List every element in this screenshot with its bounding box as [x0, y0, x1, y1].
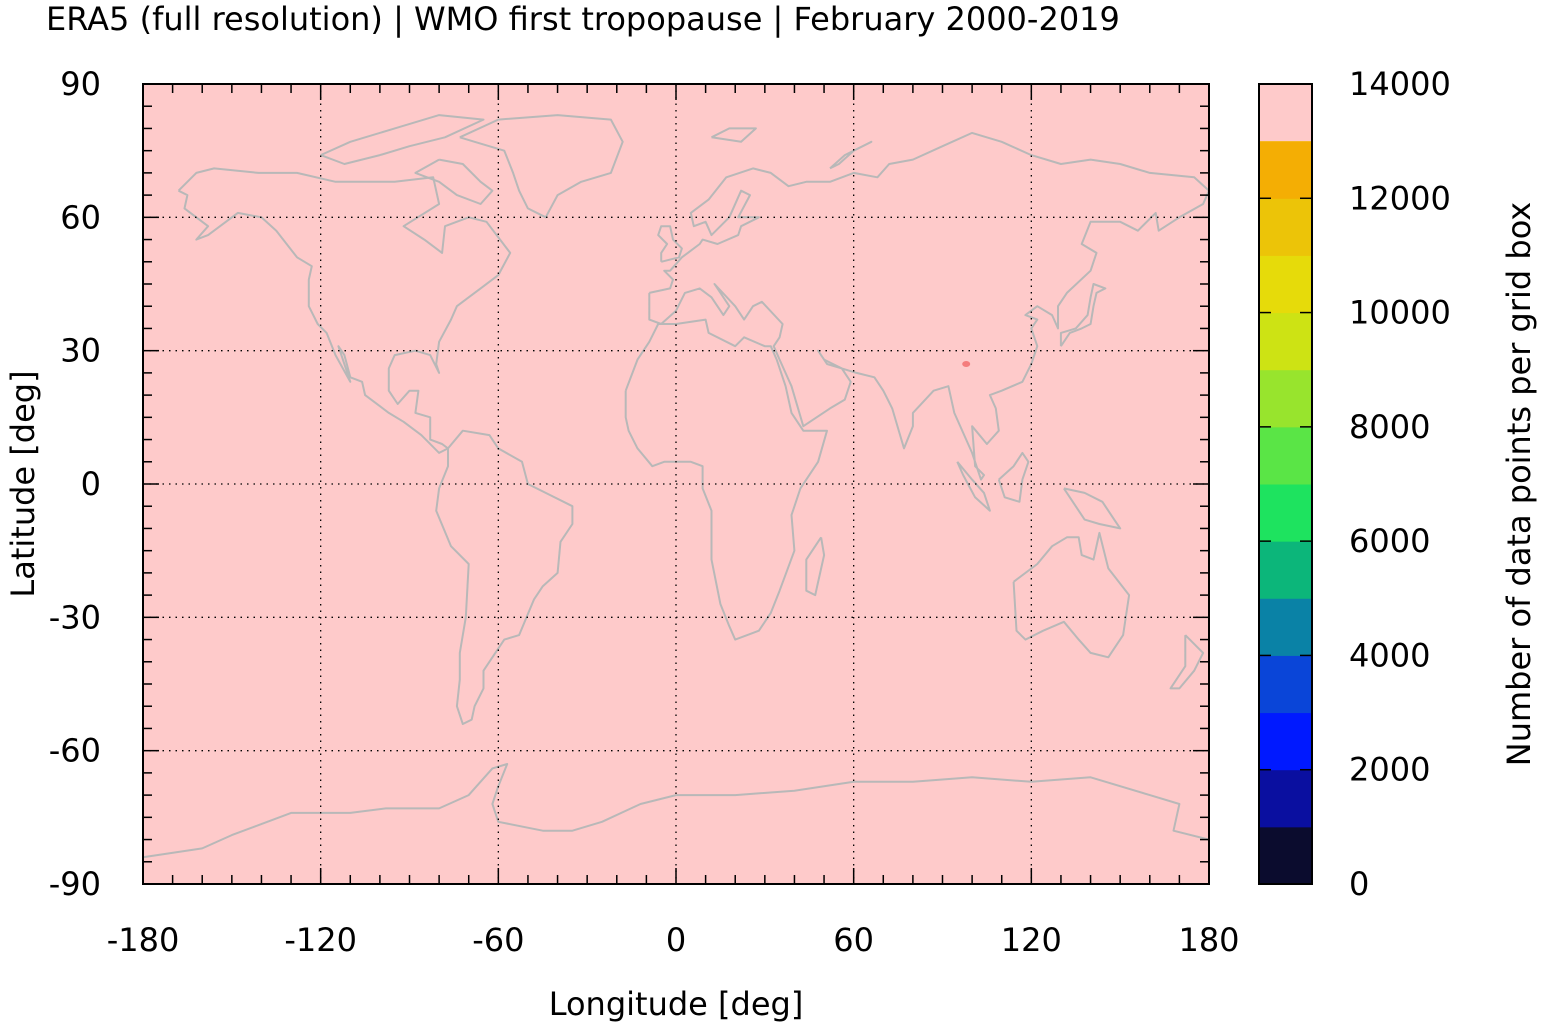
- colorbar-segment: [1259, 312, 1312, 371]
- y-tick-label: 90: [60, 65, 101, 103]
- colorbar-segment: [1259, 655, 1312, 714]
- coastline-eurasia: [648, 131, 1210, 481]
- plot-frame: [142, 83, 1210, 885]
- colorbar-segment: [1259, 369, 1312, 428]
- coastline-new-zealand: [1169, 634, 1205, 690]
- x-tick-label: -120: [284, 921, 357, 959]
- y-tick-label: 30: [60, 332, 101, 370]
- colorbar-tick-label: 8000: [1349, 408, 1430, 446]
- colorbar-tick-label: 6000: [1349, 522, 1430, 560]
- x-axis-label: Longitude [deg]: [549, 985, 804, 1023]
- x-tick-label: 0: [666, 921, 686, 959]
- coastline-africa: [624, 318, 828, 641]
- coastline-borneo: [997, 451, 1030, 503]
- plot-area: [142, 83, 1210, 885]
- y-axis-label: Latitude [deg]: [4, 370, 42, 597]
- colorbar-tick-label: 10000: [1349, 294, 1451, 332]
- y-tick-labels: 90 60 30 0 -30 -60 -90: [49, 65, 101, 903]
- x-tick-labels: -180 -120 -60 0 60 120 180: [107, 921, 1240, 959]
- colorbar-segment: [1259, 598, 1312, 656]
- colorbar-tick-label: 0: [1349, 865, 1369, 903]
- colorbar-segment: [1259, 255, 1312, 314]
- coastline-arctic-islands: [320, 114, 485, 165]
- coastline-madagascar: [805, 536, 826, 597]
- coastline-japan: [1059, 283, 1107, 347]
- colorbar-segment: [1259, 141, 1312, 199]
- colorbar-segment: [1259, 198, 1312, 256]
- colorbar-segment: [1259, 769, 1312, 828]
- y-tick-label: 0: [81, 465, 101, 503]
- anomaly-layer: [962, 361, 971, 367]
- coastline-svalbard: [711, 127, 757, 143]
- anomaly-cell: [962, 361, 971, 367]
- coastline-sumatra: [956, 461, 991, 512]
- colorbar: [1258, 83, 1313, 885]
- coastline-baffin: [414, 158, 494, 205]
- colorbar-tick-label: 4000: [1349, 636, 1430, 674]
- coastline-uk: [657, 225, 683, 263]
- coastline-novaya-zemlya: [829, 140, 873, 170]
- y-tick-label: -60: [49, 732, 101, 770]
- colorbar-segment: [1259, 712, 1312, 771]
- colorbar-segment: [1259, 484, 1312, 542]
- colorbar-tick-label: 14000: [1349, 65, 1451, 103]
- colorbar-tick-label: 12000: [1349, 179, 1451, 217]
- colorbar-label: Number of data points per grid box: [1500, 202, 1538, 766]
- colorbar-segment: [1259, 426, 1312, 485]
- coastline-north-america: [177, 167, 512, 454]
- y-tick-label: 60: [60, 198, 101, 236]
- x-tick-label: -60: [472, 921, 524, 959]
- colorbar-segment: [1259, 84, 1312, 142]
- colorbar-segment: [1259, 541, 1312, 599]
- y-tick-label: -90: [49, 865, 101, 903]
- coastline-greenland: [459, 114, 624, 219]
- chart-title: ERA5 (full resolution) | WMO first tropo…: [46, 0, 1120, 38]
- colorbar-segment: [1259, 826, 1312, 885]
- x-tick-label: 180: [1178, 921, 1239, 959]
- coastline-new-guinea: [1063, 487, 1122, 530]
- x-tick-label: 60: [833, 921, 874, 959]
- x-tick-label: 120: [1001, 921, 1062, 959]
- colorbar-tick-labels: 0 2000 4000 6000 8000 10000 12000 14000: [1349, 65, 1451, 903]
- colorbar-tick-label: 2000: [1349, 751, 1430, 789]
- x-tick-label: -180: [107, 921, 180, 959]
- coastline-australia: [1012, 531, 1131, 659]
- y-tick-label: -30: [49, 598, 101, 636]
- grid-lines: [143, 84, 1209, 884]
- colorbar-frame: [1258, 83, 1313, 885]
- coastline-antarctica: [142, 763, 1210, 859]
